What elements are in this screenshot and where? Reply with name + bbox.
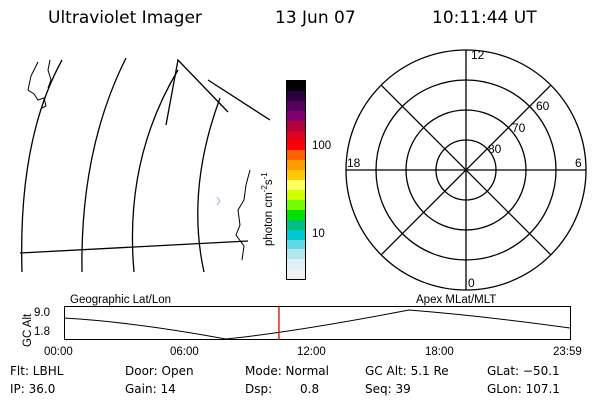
- colorbar-cell: [287, 269, 305, 280]
- colorbar-cell: [287, 189, 305, 200]
- image-date: 13 Jun 07: [275, 8, 356, 28]
- colorbar-cell: [287, 239, 305, 250]
- lat-label-80: 80: [488, 142, 502, 156]
- geographic-map: [19, 57, 270, 273]
- colorbar-unit-label: photon cm-2s-1: [260, 172, 275, 246]
- mlt-label-12: 12: [471, 48, 485, 62]
- colorbar-cell: [287, 249, 305, 260]
- image-time: 10:11:44 UT: [432, 8, 537, 28]
- dsp-value: 0.8: [300, 382, 320, 396]
- latitude-line: [19, 240, 249, 254]
- coastline: [216, 196, 221, 206]
- colorbar: [286, 80, 306, 280]
- y-min-label: 1.8: [34, 326, 50, 338]
- colorbar-cell: [287, 150, 305, 161]
- instrument-title: Ultraviolet Imager: [48, 8, 202, 28]
- altitude-timeline: [64, 306, 571, 340]
- coastline: [235, 169, 251, 261]
- gc-alt-axis-label: GC Alt: [22, 313, 34, 347]
- door-readout: Door: Open: [125, 364, 194, 378]
- seq-readout: Seq: 39: [365, 382, 411, 396]
- colorbar-cell: [287, 259, 305, 270]
- tick-1200: 12:00: [297, 346, 326, 358]
- mlt-label-0: 0: [468, 276, 475, 290]
- ip-readout: IP: 36.0: [10, 382, 56, 396]
- meridian-diag: [380, 84, 552, 256]
- altitude-curve: [64, 309, 571, 340]
- longitude-line: [81, 57, 127, 273]
- lat-label-60: 60: [536, 99, 550, 113]
- colorbar-tick-10: 10: [312, 228, 325, 240]
- colorbar-cell: [287, 130, 305, 141]
- gc-alt-readout: GC Alt: 5.1 Re: [365, 364, 449, 378]
- colorbar-cell: [287, 219, 305, 230]
- coastline: [47, 59, 52, 89]
- y-max-label: 9.0: [34, 307, 50, 319]
- geographic-title: Geographic Lat/Lon: [70, 294, 172, 306]
- colorbar-cell: [287, 90, 305, 101]
- gain-readout: Gain: 14: [125, 382, 176, 396]
- longitude-line: [197, 97, 221, 273]
- colorbar-cell: [287, 110, 305, 121]
- tick-0000: 00:00: [44, 346, 73, 358]
- longitude-line: [21, 59, 63, 273]
- polar-plot: 12 0 18 6 60 70 80: [345, 48, 587, 291]
- lat-label-70: 70: [512, 121, 526, 135]
- tick-0600: 06:00: [170, 346, 199, 358]
- colorbar-cell: [287, 229, 305, 240]
- latitude-line: [165, 58, 229, 126]
- mode-readout: Mode: Normal: [245, 364, 329, 378]
- colorbar-cell: [287, 180, 305, 190]
- mlt-label-6: 6: [575, 156, 582, 170]
- colorbar-cell: [287, 209, 305, 220]
- latitude-line: [207, 79, 270, 121]
- colorbar-cell: [287, 160, 305, 171]
- glat-readout: GLat: −50.1: [487, 364, 560, 378]
- glon-readout: GLon: 107.1: [487, 382, 560, 396]
- dsp-label: Dsp:: [245, 382, 273, 396]
- longitude-line: [131, 69, 179, 273]
- colorbar-cell: [287, 120, 305, 131]
- filter-readout: Flt: LBHL: [10, 364, 64, 378]
- tick-1800: 18:00: [425, 346, 454, 358]
- colorbar-cell: [287, 100, 305, 111]
- colorbar-cell: [287, 81, 305, 91]
- tick-2359: 23:59: [553, 346, 582, 358]
- mlt-label-18: 18: [347, 156, 361, 170]
- colorbar-cell: [287, 170, 305, 181]
- coastline: [27, 61, 47, 109]
- colorbar-cell: [287, 199, 305, 210]
- apex-title: Apex MLat/MLT: [416, 294, 497, 306]
- colorbar-cell: [287, 140, 305, 151]
- colorbar-tick-100: 100: [312, 140, 332, 152]
